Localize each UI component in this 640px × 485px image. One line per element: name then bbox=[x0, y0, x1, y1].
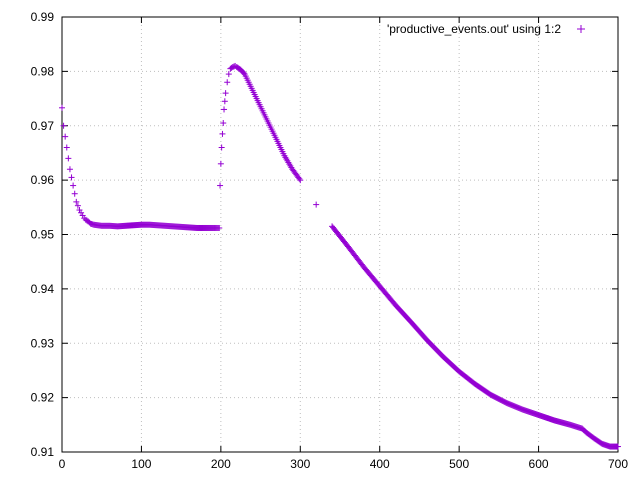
axes bbox=[61, 16, 619, 453]
y-tick-label: 0.99 bbox=[31, 10, 55, 24]
y-tick-label: 0.96 bbox=[31, 173, 55, 187]
data-points bbox=[59, 62, 621, 450]
data-point bbox=[224, 79, 231, 86]
data-point bbox=[225, 71, 232, 78]
y-tick-label: 0.92 bbox=[31, 391, 55, 405]
data-point bbox=[297, 177, 304, 184]
data-point bbox=[63, 144, 70, 151]
x-tick-label: 400 bbox=[370, 457, 390, 471]
y-tick-label: 0.95 bbox=[31, 228, 55, 242]
data-point bbox=[222, 90, 229, 97]
data-point bbox=[78, 209, 85, 216]
data-point bbox=[59, 104, 65, 111]
data-point bbox=[221, 98, 228, 105]
data-point bbox=[79, 212, 86, 219]
y-tick-label: 0.91 bbox=[31, 445, 55, 459]
data-point bbox=[313, 201, 320, 208]
legend-marker-icon bbox=[577, 25, 585, 33]
y-tick-label: 0.98 bbox=[31, 64, 55, 78]
data-point bbox=[615, 443, 621, 450]
data-point bbox=[62, 133, 69, 140]
data-point bbox=[221, 106, 228, 113]
legend: 'productive_events.out' using 1:2 bbox=[387, 22, 585, 36]
data-point bbox=[68, 174, 75, 181]
data-point bbox=[217, 182, 224, 189]
data-point bbox=[216, 224, 223, 231]
data-point bbox=[73, 198, 80, 205]
x-tick-label: 0 bbox=[59, 457, 66, 471]
data-point bbox=[240, 70, 247, 77]
x-tick-label: 100 bbox=[131, 457, 151, 471]
data-point bbox=[296, 175, 303, 182]
y-tick-label: 0.93 bbox=[31, 336, 55, 350]
data-point bbox=[66, 166, 73, 173]
y-tick-label: 0.94 bbox=[31, 282, 55, 296]
legend-entry-label: 'productive_events.out' using 1:2 bbox=[387, 22, 561, 36]
data-point bbox=[220, 120, 227, 127]
x-tick-label: 200 bbox=[211, 457, 231, 471]
data-point bbox=[218, 144, 225, 151]
y-tick-label: 0.97 bbox=[31, 119, 55, 133]
data-point bbox=[71, 190, 78, 197]
data-point bbox=[60, 122, 67, 129]
data-point bbox=[217, 160, 224, 167]
data-point bbox=[74, 202, 81, 209]
x-tick-label: 600 bbox=[529, 457, 549, 471]
tick-labels: 0 100 200 300 400 500 600 700 0.91 0.92 0.93 0.94 0.… bbox=[31, 10, 629, 471]
data-point bbox=[76, 207, 83, 214]
data-point bbox=[65, 155, 72, 162]
gridlines bbox=[62, 17, 618, 452]
data-point bbox=[70, 182, 77, 189]
x-tick-label: 700 bbox=[608, 457, 628, 471]
x-tick-label: 500 bbox=[449, 457, 469, 471]
x-tick-label: 300 bbox=[290, 457, 310, 471]
data-point bbox=[219, 130, 226, 137]
data-point bbox=[230, 63, 237, 70]
plot-border bbox=[61, 16, 619, 453]
